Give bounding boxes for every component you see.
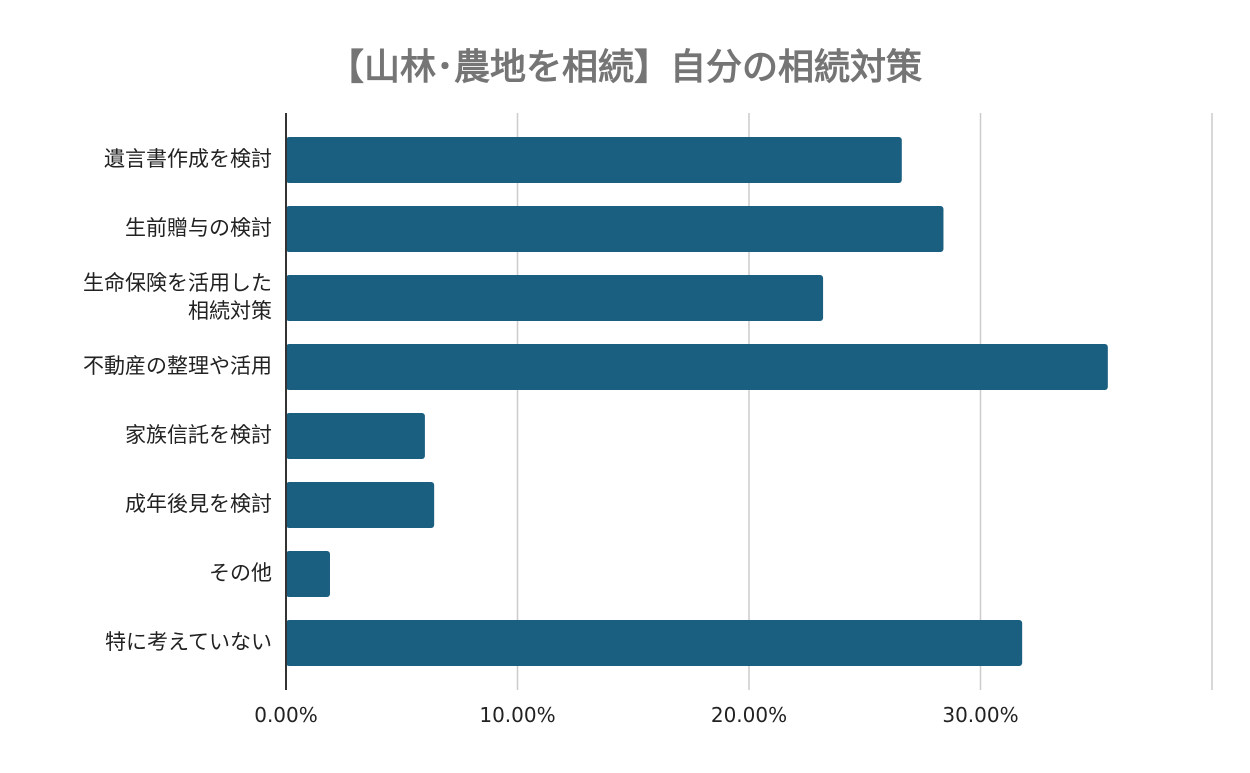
bar: [286, 551, 330, 597]
bar: [286, 344, 1108, 390]
bar-layer: [286, 137, 1108, 666]
bar: [286, 620, 1023, 666]
bar: [286, 413, 425, 459]
x-tick-label: 0.00%: [254, 703, 318, 727]
label-layer: 遺言書作成を検討生前贈与の検討生命保険を活用した相続対策不動産の整理や活用家族信…: [83, 147, 1019, 727]
category-label: 遺言書作成を検討: [104, 147, 272, 171]
bar: [286, 275, 824, 321]
category-label: その他: [209, 561, 272, 585]
category-label: 特に考えていない: [105, 630, 272, 654]
x-tick-label: 30.00%: [942, 703, 1018, 727]
bar: [286, 137, 902, 183]
grid-layer: [516, 113, 1213, 690]
category-label: 生命保険を活用した相続対策: [83, 271, 272, 323]
bar: [286, 206, 944, 252]
category-label: 生前贈与の検討: [125, 216, 272, 240]
x-tick-label: 20.00%: [711, 703, 787, 727]
chart-title: 【山林･農地を相続】自分の相続対策: [327, 47, 922, 88]
category-label: 家族信託を検討: [125, 423, 272, 447]
bar: [286, 482, 435, 528]
category-label: 成年後見を検討: [125, 492, 272, 516]
category-label: 不動産の整理や活用: [83, 354, 272, 378]
x-tick-label: 10.00%: [479, 703, 555, 727]
